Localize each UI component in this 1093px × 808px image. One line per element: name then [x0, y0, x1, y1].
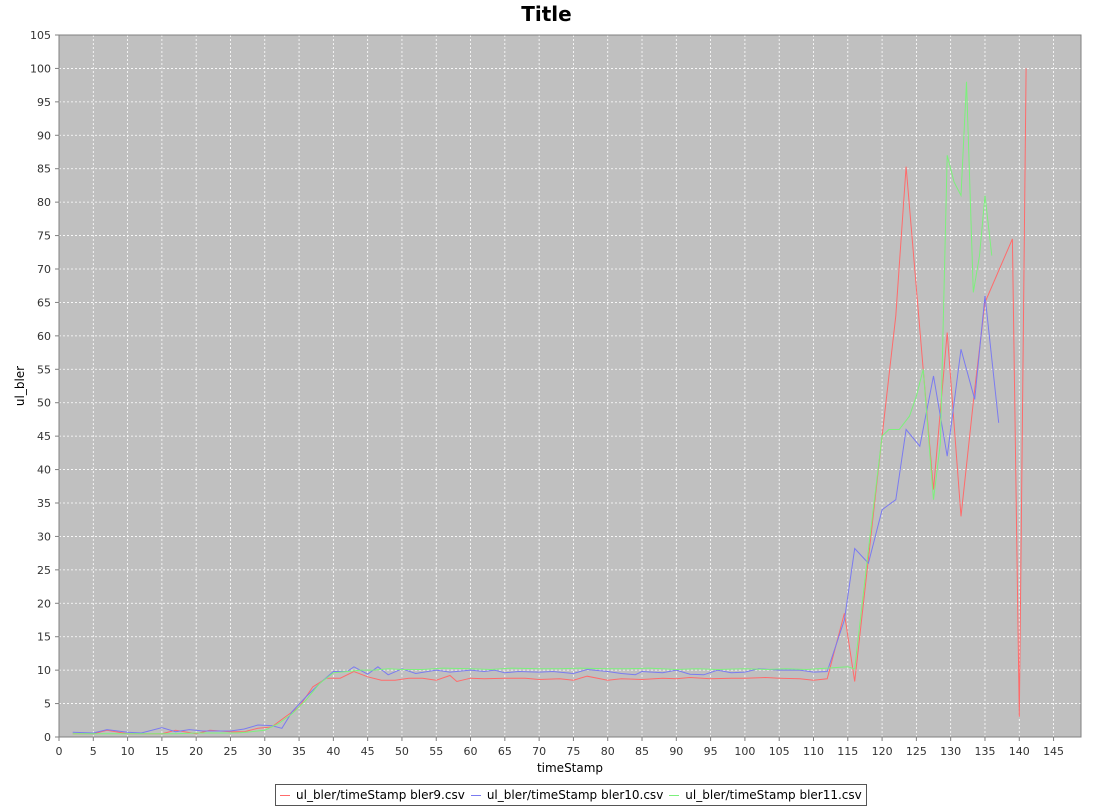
- series-line-2: [72, 295, 1000, 734]
- x-tick-label: 95: [704, 745, 718, 758]
- y-tick-label: 100: [30, 62, 51, 75]
- x-tick-label: 20: [189, 745, 203, 758]
- x-tick-label: 80: [601, 745, 615, 758]
- x-tick-label: 85: [635, 745, 649, 758]
- legend-item: ul_bler/timeStamp bler10.csv: [470, 788, 664, 802]
- x-tick-label: 70: [532, 745, 546, 758]
- series-line-3: [72, 81, 993, 735]
- x-tick-label: 105: [769, 745, 790, 758]
- x-tick-label: 130: [940, 745, 961, 758]
- legend-item: ul_bler/timeStamp bler9.csv: [280, 788, 465, 802]
- x-tick-label: 145: [1043, 745, 1064, 758]
- y-tick-label: 30: [37, 530, 51, 543]
- y-tick-label: 5: [44, 698, 51, 711]
- y-tick-label: 50: [37, 397, 51, 410]
- y-tick-label: 40: [37, 464, 51, 477]
- x-tick-label: 50: [395, 745, 409, 758]
- grid-lines: [59, 35, 1081, 737]
- x-tick-label: 115: [837, 745, 858, 758]
- x-tick-label: 30: [258, 745, 272, 758]
- x-tick-label: 100: [734, 745, 755, 758]
- x-tick-label: 60: [464, 745, 478, 758]
- y-tick-label: 65: [37, 296, 51, 309]
- x-tick-label: 35: [292, 745, 306, 758]
- x-tick-label: 45: [361, 745, 375, 758]
- x-tick-label: 0: [56, 745, 63, 758]
- series-line-1: [72, 68, 1027, 735]
- y-tick-label: 80: [37, 196, 51, 209]
- y-tick-label: 55: [37, 363, 51, 376]
- axes: 0510152025303540455055606570758085909510…: [30, 29, 1064, 758]
- x-tick-label: 125: [906, 745, 927, 758]
- plot-area: [59, 35, 1081, 737]
- chart-title: Title: [521, 2, 572, 26]
- x-tick-label: 120: [872, 745, 893, 758]
- x-tick-label: 135: [974, 745, 995, 758]
- y-axis-label: ul_bler: [13, 366, 27, 406]
- y-tick-label: 10: [37, 664, 51, 677]
- y-tick-label: 95: [37, 96, 51, 109]
- y-tick-label: 15: [37, 631, 51, 644]
- y-tick-label: 85: [37, 163, 51, 176]
- y-tick-label: 70: [37, 263, 51, 276]
- legend-label: ul_bler/timeStamp bler9.csv: [296, 788, 465, 802]
- plot-border: [58, 34, 1082, 738]
- legend-swatch: [280, 794, 290, 796]
- x-tick-label: 25: [223, 745, 237, 758]
- x-tick-label: 55: [429, 745, 443, 758]
- x-tick-label: 110: [803, 745, 824, 758]
- legend-swatch: [669, 794, 680, 796]
- x-tick-label: 10: [121, 745, 135, 758]
- y-tick-label: 105: [30, 29, 51, 42]
- x-tick-label: 90: [669, 745, 683, 758]
- y-tick-label: 35: [37, 497, 51, 510]
- legend-label: ul_bler/timeStamp bler10.csv: [486, 788, 664, 802]
- y-tick-label: 60: [37, 330, 51, 343]
- x-tick-label: 40: [326, 745, 340, 758]
- y-tick-label: 25: [37, 564, 51, 577]
- x-tick-label: 140: [1009, 745, 1030, 758]
- x-tick-label: 65: [498, 745, 512, 758]
- legend-swatch: [470, 794, 481, 796]
- x-tick-label: 15: [155, 745, 169, 758]
- series-layer: [72, 68, 1027, 735]
- y-tick-label: 90: [37, 129, 51, 142]
- y-tick-label: 20: [37, 597, 51, 610]
- legend: ul_bler/timeStamp bler9.csv ul_bler/timeS…: [275, 784, 867, 806]
- x-tick-label: 5: [90, 745, 97, 758]
- y-tick-label: 0: [44, 731, 51, 744]
- legend-label: ul_bler/timeStamp bler11.csv: [685, 788, 862, 802]
- y-tick-label: 75: [37, 230, 51, 243]
- x-axis-label: timeStamp: [537, 761, 603, 775]
- legend-item: ul_bler/timeStamp bler11.csv: [669, 788, 862, 802]
- y-tick-label: 45: [37, 430, 51, 443]
- x-tick-label: 75: [566, 745, 580, 758]
